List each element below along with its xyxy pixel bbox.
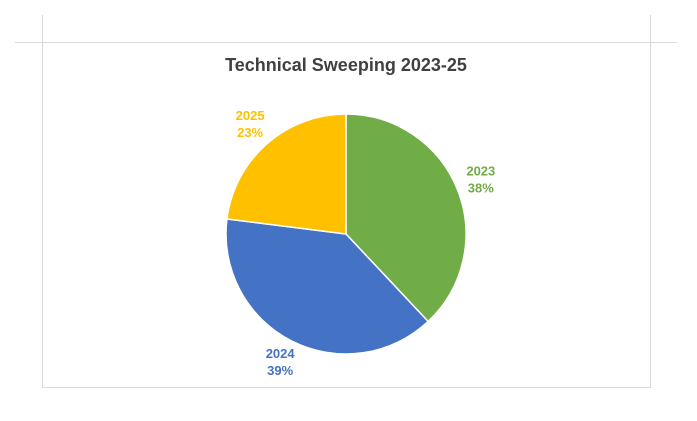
pie-slice: [225, 218, 430, 355]
data-label-value: 38%: [468, 181, 494, 196]
pie: 2023 38% 2024 39% 2025 23%: [225, 109, 495, 379]
data-label: 2024 39%: [266, 347, 296, 379]
data-label-category: 2023: [466, 164, 495, 179]
data-label: 2025 23%: [236, 109, 265, 141]
chart-title: Technical Sweeping 2023-25: [225, 55, 467, 75]
data-label-value: 39%: [267, 364, 293, 379]
pie-slice: [226, 113, 347, 235]
pie-slice: [345, 113, 467, 323]
data-label: 2023 38%: [466, 164, 495, 196]
data-label-category: 2024: [266, 347, 296, 362]
data-label-value: 23%: [237, 126, 263, 141]
data-label-category: 2025: [236, 109, 265, 124]
